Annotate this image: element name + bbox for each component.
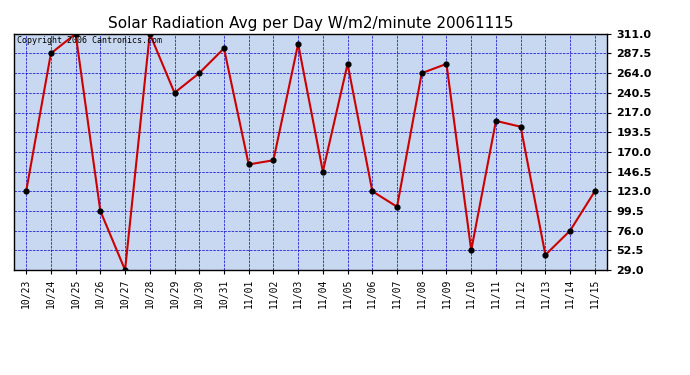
Point [243,162,254,168]
Point [491,118,502,124]
Point [342,61,353,67]
Point [46,51,57,57]
Point [367,188,378,194]
Point [466,248,477,254]
Text: Copyright 2006 Cantronics.com: Copyright 2006 Cantronics.com [17,36,161,45]
Point [589,188,600,194]
Point [540,252,551,258]
Title: Solar Radiation Avg per Day W/m2/minute 20061115: Solar Radiation Avg per Day W/m2/minute … [108,16,513,31]
Point [268,157,279,163]
Point [416,70,427,76]
Point [119,267,130,273]
Point [391,204,402,210]
Point [194,70,205,76]
Point [515,124,526,130]
Point [564,228,575,234]
Point [169,90,180,96]
Point [70,31,81,37]
Point [21,188,32,194]
Point [95,208,106,214]
Point [144,31,155,37]
Point [293,41,304,47]
Point [219,45,230,51]
Point [441,61,452,67]
Point [317,169,328,175]
